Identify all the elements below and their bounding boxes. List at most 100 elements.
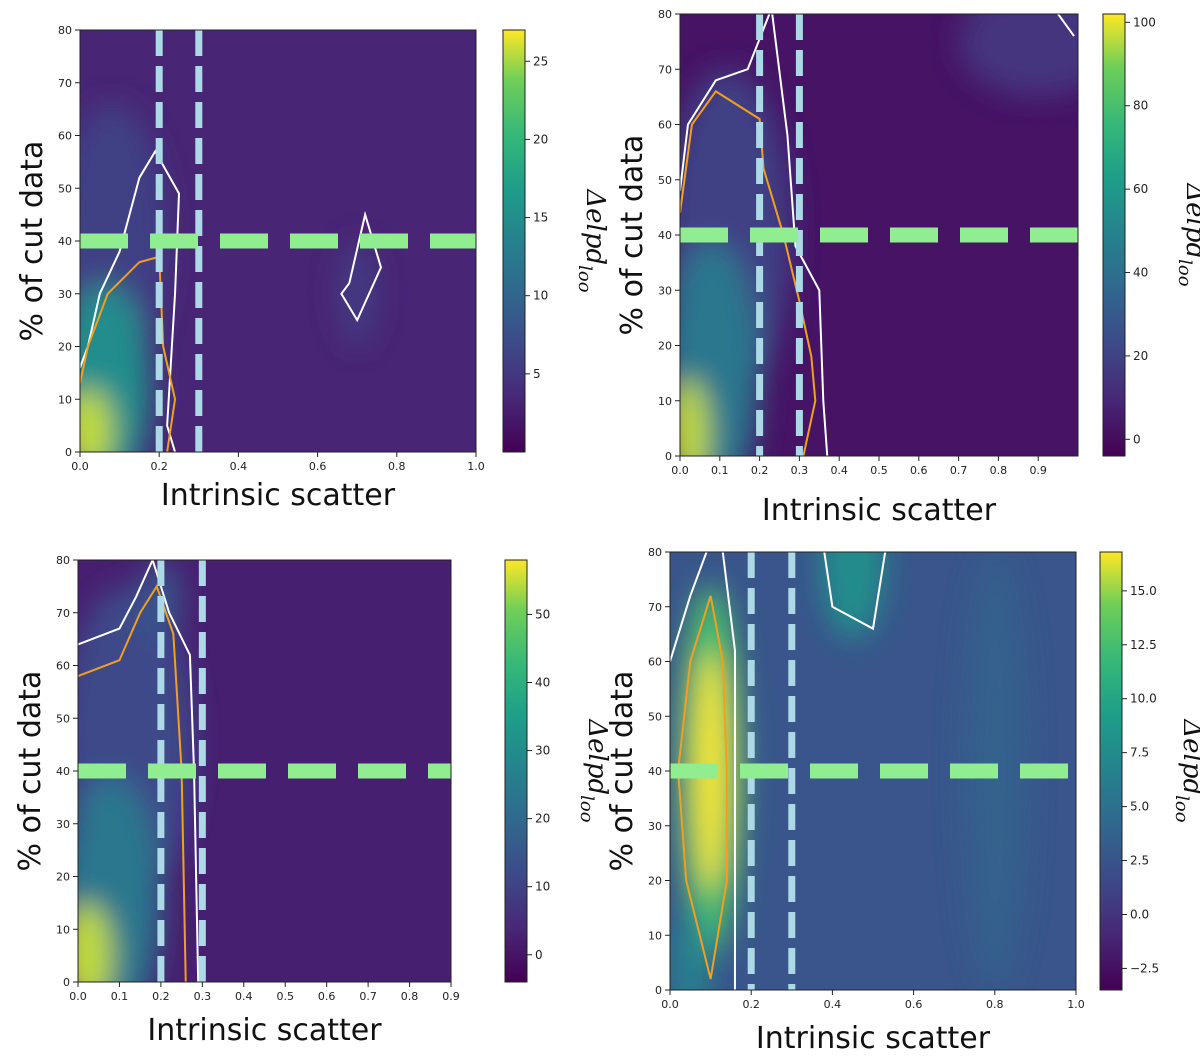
panel-3: 0.0 0.1 0.2 0.3 0.4 0.5 0.6 0.7 0.8 0.9 0 10 20 30 40 5… [13, 554, 612, 1048]
y-tick: 40 [56, 765, 78, 778]
colorbar-tick: 10 [525, 289, 548, 303]
y-tick: 50 [648, 710, 670, 723]
x-tick: 0.0 [69, 982, 87, 1003]
colorbar-label-subscript: loo [576, 795, 597, 823]
x-tick-label: 0.0 [69, 990, 87, 1003]
colorbar-label-subscript: loo [1171, 795, 1192, 823]
y-tick-label: 30 [648, 820, 662, 833]
y-tick-label: 20 [658, 340, 672, 353]
colorbar-tick-label: 15.0 [1130, 584, 1157, 598]
x-tick-label: 0.0 [671, 464, 689, 477]
x-tick-label: 0.5 [870, 464, 888, 477]
colorbar-tick: 40 [1125, 266, 1148, 280]
colorbar-tick-label: 10 [535, 880, 550, 894]
y-tick-label: 40 [58, 235, 72, 248]
colorbar-label-main: Δelpd [582, 718, 612, 795]
y-tick: 10 [658, 395, 680, 408]
y-tick-label: 40 [648, 765, 662, 778]
x-axis-label: Intrinsic scatter [147, 1013, 382, 1048]
y-tick-label: 60 [648, 656, 662, 669]
heat-blob-4 [958, 14, 1078, 97]
y-tick: 40 [58, 235, 80, 248]
x-tick-label: 0.1 [711, 464, 729, 477]
y-tick: 20 [658, 340, 680, 353]
y-tick: 40 [648, 765, 670, 778]
heatmap-area [670, 552, 1076, 990]
y-tick: 30 [56, 818, 78, 831]
x-tick: 0.2 [751, 456, 769, 477]
colorbar-tick-label: 40 [1133, 266, 1148, 280]
y-tick-label: 60 [56, 660, 70, 673]
y-tick: 0 [63, 976, 78, 989]
x-tick: 0.6 [905, 990, 922, 1011]
y-tick-label: 70 [648, 601, 662, 614]
colorbar: 5 10 15 20 25 Δelpdloo [502, 29, 610, 453]
y-tick: 80 [648, 546, 670, 559]
x-axis-label: Intrinsic scatter [756, 1021, 991, 1056]
x-tick-label: 0.0 [661, 998, 679, 1011]
y-tick-label: 80 [658, 8, 672, 21]
y-tick-label: 50 [58, 182, 72, 195]
colorbar-gradient [502, 29, 526, 453]
contour-inner-2 [680, 90, 817, 456]
x-tick: 0.3 [791, 456, 808, 477]
x-tick-label: 0.4 [235, 990, 253, 1003]
x-tick-label: 0.8 [388, 460, 406, 473]
colorbar-tick: −2.5 [1122, 961, 1159, 975]
x-tick: 0.5 [870, 456, 888, 477]
y-tick: 0 [665, 450, 680, 463]
colorbar-tick-label: 0 [1133, 432, 1141, 446]
colorbar: 0 10 20 30 40 50 Δelpdloo [504, 559, 612, 983]
colorbar-label-subscript: loo [1174, 259, 1195, 287]
colorbar-tick-label: 40 [535, 676, 550, 690]
y-tick-label: 80 [58, 24, 72, 37]
y-tick: 60 [56, 660, 78, 673]
colorbar-tick: 5.0 [1122, 800, 1149, 814]
y-tick-label: 20 [56, 871, 70, 884]
y-tick-label: 50 [658, 174, 672, 187]
y-tick: 60 [58, 130, 80, 143]
y-tick-label: 10 [648, 929, 662, 942]
x-tick: 0.7 [359, 982, 377, 1003]
x-tick-label: 0.5 [276, 990, 294, 1003]
x-tick: 0.2 [152, 982, 170, 1003]
colorbar-tick: 10.0 [1122, 692, 1157, 706]
x-tick-label: 0.2 [751, 464, 769, 477]
colorbar-tick-label: 5.0 [1130, 800, 1149, 814]
colorbar-tick-label: 100 [1133, 15, 1156, 29]
heat-blob-3 [78, 902, 112, 982]
x-tick: 1.0 [467, 452, 485, 473]
x-tick: 0.2 [150, 452, 168, 473]
colorbar-tick: 0.0 [1122, 907, 1149, 921]
x-tick-label: 0.6 [309, 460, 327, 473]
x-tick: 0.0 [661, 990, 679, 1011]
x-tick: 0.8 [388, 452, 406, 473]
x-tick-label: 0.9 [442, 990, 460, 1003]
y-tick: 70 [658, 63, 680, 76]
colorbar-tick: 25 [525, 54, 548, 68]
colorbar-tick-label: 20 [533, 132, 548, 146]
contour-outer-2 [721, 552, 736, 990]
colorbar-tick: 15.0 [1122, 584, 1157, 598]
y-tick: 60 [658, 119, 680, 132]
panel-4: 0.0 0.2 0.4 0.6 0.8 1.0 0 10 20 30 40 50 60 70 80 Intri… [605, 546, 1200, 1056]
colorbar-tick-label: 0.0 [1130, 907, 1149, 921]
colorbar-tick: 80 [1125, 99, 1148, 113]
x-tick: 0.4 [830, 456, 848, 477]
colorbar-tick: 20 [525, 132, 548, 146]
y-tick-label: 40 [56, 765, 70, 778]
x-tick-label: 0.4 [230, 460, 248, 473]
y-tick-label: 0 [655, 984, 662, 997]
x-tick-label: 0.2 [742, 998, 760, 1011]
colorbar-gradient [1099, 551, 1123, 991]
y-axis-label: % of cut data [615, 135, 650, 336]
x-tick: 0.7 [950, 456, 967, 477]
colorbar-label: Δelpdloo [1171, 718, 1200, 822]
colorbar-tick: 50 [527, 607, 550, 621]
contour-outer-1 [680, 14, 829, 456]
x-tick: 0.4 [235, 982, 253, 1003]
colorbar-tick-label: 80 [1133, 99, 1148, 113]
y-tick: 30 [658, 284, 680, 297]
y-axis-label: % of cut data [605, 671, 640, 872]
